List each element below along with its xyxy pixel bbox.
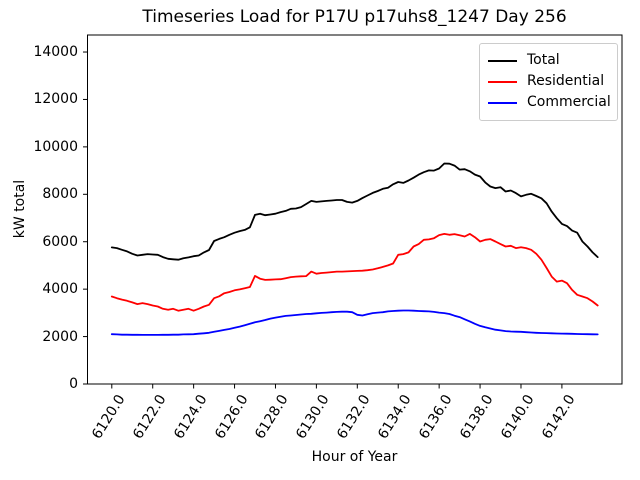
x-axis-label: Hour of Year <box>311 449 398 465</box>
series-line-total <box>110 162 599 261</box>
legend: Total Residential Commercial <box>479 43 618 121</box>
chart-title: Timeseries Load for P17U p17uhs8_1247 Da… <box>142 7 567 27</box>
y-tick-label: 14000 <box>33 44 78 61</box>
y-tick-label: 6000 <box>42 233 78 250</box>
legend-label: Total <box>527 52 560 68</box>
axes-frame <box>87 34 623 385</box>
series-line-residential <box>110 232 599 312</box>
series-line-commercial <box>110 309 599 336</box>
y-tick-label: 12000 <box>33 91 78 108</box>
legend-line-sample <box>488 59 517 62</box>
legend-item-commercial: Commercial <box>488 92 611 113</box>
legend-item-residential: Residential <box>488 71 609 92</box>
legend-line-sample <box>488 101 517 104</box>
legend-line-sample <box>488 80 517 83</box>
y-tick-label: 8000 <box>42 186 78 203</box>
y-tick-label: 2000 <box>42 328 78 345</box>
y-tick-label: 4000 <box>42 281 78 298</box>
legend-label: Residential <box>527 73 605 89</box>
legend-item-total: Total <box>488 50 609 71</box>
legend-label: Commercial <box>527 94 611 110</box>
y-tick-label: 0 <box>69 376 78 392</box>
y-tick-label: 10000 <box>33 138 78 155</box>
